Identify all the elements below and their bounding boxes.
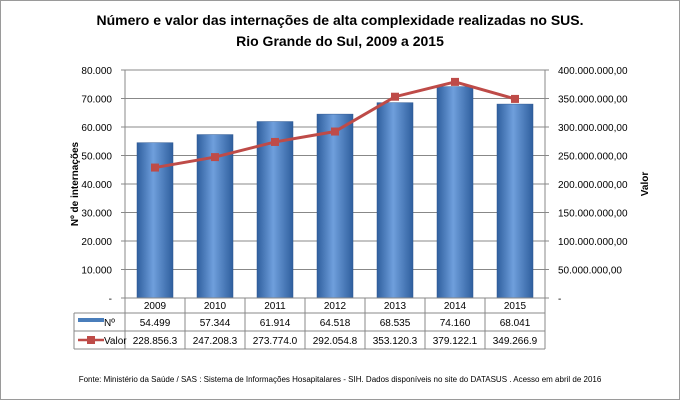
line-value-label: 273.774.0 <box>253 336 298 347</box>
line-value-label: 292.054.8 <box>313 336 358 347</box>
legend-bar-label: Nº <box>104 318 115 329</box>
legend-line-label: Valor <box>104 336 127 347</box>
y-left-tick-label: - <box>109 294 112 305</box>
bar <box>316 113 354 299</box>
line-marker <box>271 137 279 146</box>
bar-value-label: 74.160 <box>440 318 471 329</box>
y-right-tick-label: 400.000.000,00 <box>558 66 628 77</box>
legend-line-marker <box>87 336 95 344</box>
bar <box>256 121 294 299</box>
bar-value-label: 54.499 <box>140 318 171 329</box>
x-category-label: 2010 <box>204 301 227 312</box>
y-left-tick-label: 60.000 <box>81 123 112 134</box>
bar-value-label: 61.914 <box>260 318 291 329</box>
source-note: Fonte: Ministério da Saúde / SAS : Siste… <box>79 375 602 384</box>
bar-value-label: 68.041 <box>500 318 531 329</box>
y-left-tick-label: 40.000 <box>81 180 112 191</box>
line-marker <box>511 94 519 103</box>
y-right-tick-label: 350.000.000,00 <box>558 95 628 106</box>
y-right-tick-label: 150.000.000,00 <box>558 209 628 220</box>
y-left-tick-label: 50.000 <box>81 152 112 163</box>
y-axis-left-label: Nº de internações <box>70 141 81 226</box>
x-category-label: 2013 <box>384 301 407 312</box>
x-category-label: 2011 <box>264 301 286 312</box>
bar-value-label: 68.535 <box>380 318 411 329</box>
y-left-tick-label: 70.000 <box>81 95 112 106</box>
line-marker <box>211 153 219 162</box>
x-category-label: 2015 <box>504 301 527 312</box>
bar-value-label: 64.518 <box>320 318 351 329</box>
line-marker <box>391 92 399 101</box>
x-category-label: 2012 <box>324 301 347 312</box>
line-marker <box>451 77 459 86</box>
bar <box>496 103 534 299</box>
y-right-tick-label: 250.000.000,00 <box>558 152 628 163</box>
bar <box>376 102 414 299</box>
line-marker <box>331 127 339 136</box>
line-marker <box>151 163 159 172</box>
y-axis-right-label: Valor <box>640 172 651 197</box>
chart-title-line1: Número e valor das internações de alta c… <box>96 12 583 28</box>
line-value-label: 228.856.3 <box>133 336 178 347</box>
y-right-tick-label: 300.000.000,00 <box>558 123 628 134</box>
y-left-tick-label: 80.000 <box>81 66 112 77</box>
x-category-label: 2014 <box>444 301 467 312</box>
chart-title-line2: Rio Grande do Sul, 2009 a 2015 <box>236 33 444 49</box>
y-right-tick-label: 200.000.000,00 <box>558 180 628 191</box>
y-left-tick-label: 10.000 <box>81 266 112 277</box>
line-value-label: 379.122.1 <box>433 336 478 347</box>
bar <box>436 86 474 299</box>
line-value-label: 349.266.9 <box>493 336 538 347</box>
y-left-tick-label: 30.000 <box>81 209 112 220</box>
y-right-tick-label: 100.000.000,00 <box>558 237 628 248</box>
line-value-label: 247.208.3 <box>193 336 238 347</box>
x-category-label: 2009 <box>144 301 167 312</box>
y-right-tick-label: 50.000.000,00 <box>558 266 622 277</box>
y-left-tick-label: 20.000 <box>81 237 112 248</box>
bar <box>196 134 234 299</box>
bar-value-label: 57.344 <box>200 318 231 329</box>
legend-bar-swatch <box>78 318 104 322</box>
line-value-label: 353.120.3 <box>373 336 418 347</box>
y-right-tick-label: - <box>558 294 561 305</box>
